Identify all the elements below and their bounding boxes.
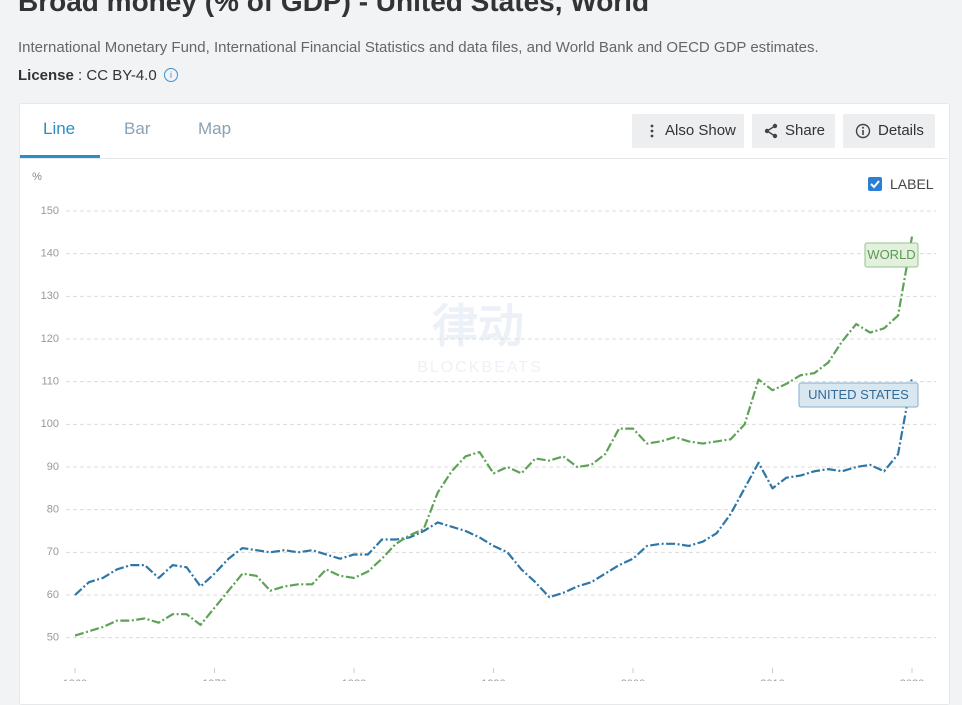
y-unit: % bbox=[32, 171, 42, 183]
active-tab-indicator bbox=[20, 155, 100, 158]
source-note: International Monetary Fund, Internation… bbox=[18, 39, 819, 56]
label-checkbox[interactable] bbox=[868, 177, 882, 191]
chart-card bbox=[19, 103, 950, 705]
button-label: Also Show bbox=[665, 122, 736, 139]
more-icon bbox=[650, 124, 654, 138]
page: html, body { margin: 0; padding: 0; } bo… bbox=[18, 0, 950, 705]
tab-map[interactable]: Map bbox=[198, 119, 232, 138]
x-tick-label: 1970 bbox=[202, 678, 226, 681]
info-icon[interactable]: i bbox=[164, 68, 178, 82]
share-icon bbox=[764, 123, 778, 139]
x-tick-label: 1960 bbox=[63, 678, 87, 681]
y-tick-label: 90 bbox=[47, 461, 59, 473]
series-line bbox=[74, 377, 914, 599]
x-tick-label: 2000 bbox=[621, 678, 645, 681]
license-label: License bbox=[18, 67, 74, 84]
y-tick-label: 70 bbox=[47, 546, 59, 558]
check-icon bbox=[870, 180, 880, 189]
details-icon bbox=[855, 123, 871, 139]
tab-divider bbox=[20, 158, 948, 159]
license: License : CC BY-4.0 bbox=[18, 67, 157, 84]
button-label: Details bbox=[878, 122, 924, 139]
y-tick-label: 80 bbox=[47, 504, 59, 516]
details-button[interactable]: Details bbox=[843, 114, 935, 148]
y-tick-label: 120 bbox=[41, 333, 59, 345]
series-label: UNITED STATES bbox=[808, 387, 909, 402]
button-label: Share bbox=[785, 122, 826, 139]
y-tick-label: 130 bbox=[41, 290, 59, 302]
share-button[interactable]: Share bbox=[752, 114, 835, 148]
y-tick-label: 50 bbox=[47, 632, 59, 644]
watermark: BLOCKBEATS bbox=[417, 359, 543, 376]
page-title: Broad money (% of GDP) - United States, … bbox=[18, 0, 650, 17]
tab-line[interactable]: Line bbox=[43, 119, 76, 138]
watermark: 律动 bbox=[432, 300, 524, 352]
tab-bar[interactable]: Bar bbox=[124, 119, 151, 138]
y-tick-label: 110 bbox=[41, 376, 59, 388]
y-tick-label: 100 bbox=[41, 418, 59, 430]
x-tick-label: 2020 bbox=[900, 678, 924, 681]
also-show-button[interactable]: Also Show bbox=[632, 114, 744, 148]
label-toggle-text: LABEL bbox=[890, 176, 934, 192]
line-chart: 律动 BLOCKBEATS % 50 60 70 80 90 100 110 120 130 14… bbox=[32, 171, 936, 681]
y-tick-label: 140 bbox=[41, 248, 59, 260]
y-tick-label: 150 bbox=[41, 205, 59, 217]
y-tick-label: 60 bbox=[47, 589, 59, 601]
series-label: WORLD bbox=[867, 247, 915, 262]
series-line bbox=[74, 236, 914, 637]
series-label-box bbox=[798, 382, 919, 408]
x-tick-label: 1980 bbox=[342, 678, 366, 681]
page-body: {"header": {"title": "Broad money (% of … bbox=[18, 0, 950, 705]
x-tick-label: 2010 bbox=[760, 678, 784, 681]
license-value: : CC BY-4.0 bbox=[78, 67, 157, 84]
x-tick-label: 1990 bbox=[481, 678, 505, 681]
series-label-box bbox=[864, 242, 919, 268]
